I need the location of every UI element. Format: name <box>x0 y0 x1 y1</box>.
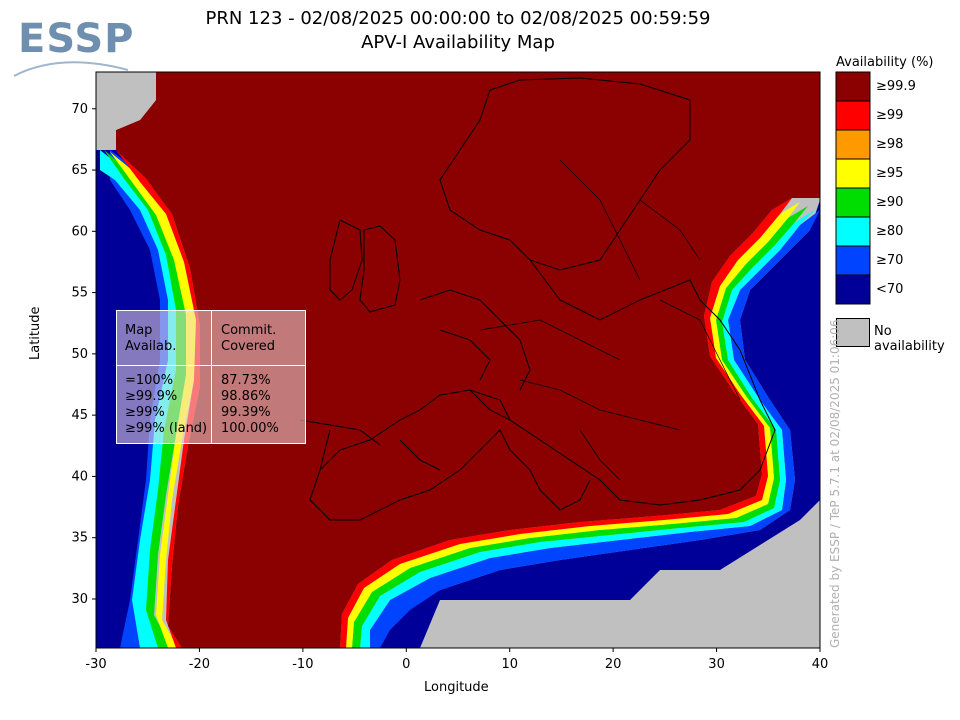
legend-title: Availability (%) <box>836 55 934 70</box>
nw-no-availability <box>96 72 156 140</box>
generated-by-text: Generated by ESSP / TeP 5.7.1 at 02/08/2… <box>828 319 842 648</box>
x-axis: -30 -20 -10 0 10 20 30 40 <box>85 648 828 672</box>
stats-row-label: ≥99% (land) <box>125 421 208 436</box>
legend-label: ≥70 <box>876 253 904 268</box>
east-band-90 <box>352 206 808 648</box>
y-tick-label: 45 <box>71 408 88 423</box>
x-axis-label: Longitude <box>424 680 489 695</box>
y-tick-label: 35 <box>71 531 88 546</box>
logo-swoosh-icon <box>13 61 129 77</box>
coverage-ge99-9 <box>116 72 820 648</box>
east-band-95 <box>346 202 800 648</box>
country-borders <box>479 159 741 481</box>
legend-swatch <box>835 187 871 218</box>
east-band-99 <box>340 198 792 648</box>
east-band-lt70 <box>380 200 820 648</box>
x-tick-label: 0 <box>402 657 410 672</box>
y-tick-label: 30 <box>71 592 88 607</box>
y-axis: 70 65 60 55 50 45 40 35 30 <box>71 102 96 607</box>
legend-label: ≥99 <box>876 108 904 123</box>
legend-label: ≥98 <box>876 137 904 152</box>
x-tick-label: -30 <box>85 657 106 672</box>
x-tick-label: 20 <box>605 657 622 672</box>
stats-header-availab: Availab. <box>125 339 177 354</box>
legend-label: ≥99.9 <box>876 79 916 94</box>
legend-swatch <box>835 158 871 189</box>
stats-row-label: ≥99% <box>125 405 165 420</box>
stats-row-value: 99.39% <box>221 405 271 420</box>
y-tick-label: 70 <box>71 102 88 117</box>
legend-swatch <box>835 100 871 131</box>
plot-frame <box>95 71 821 649</box>
logo-text: ESSP <box>18 16 135 62</box>
y-tick-label: 55 <box>71 286 88 301</box>
stats-divider-horizontal <box>117 365 305 366</box>
x-tick-label: 10 <box>501 657 518 672</box>
coastlines <box>299 77 776 521</box>
essp-logo: ESSP <box>10 8 140 80</box>
stats-row-value: 100.00% <box>221 421 279 436</box>
stats-divider-vertical <box>211 311 212 443</box>
legend-label: ≥80 <box>876 224 904 239</box>
stats-header-map: Map <box>125 323 153 338</box>
stats-row-value: 87.73% <box>221 373 271 388</box>
east-band-80 <box>360 210 815 648</box>
stats-header-commit: Commit. <box>221 323 277 338</box>
x-tick-label: 40 <box>812 657 829 672</box>
x-tick-label: 30 <box>708 657 725 672</box>
x-tick-label: -20 <box>189 657 210 672</box>
legend-label: <70 <box>876 282 904 297</box>
legend-swatch <box>835 129 871 160</box>
legend-swatch <box>835 274 871 305</box>
legend-swatch <box>835 216 871 247</box>
availability-stats-box: Map Availab. Commit. Covered =100% 87.73… <box>116 310 306 444</box>
map-subtitle: APV-I Availability Map <box>361 32 555 53</box>
legend-label: ≥95 <box>876 166 904 181</box>
y-tick-label: 40 <box>71 469 88 484</box>
no-availability-label: No availability <box>874 324 945 354</box>
stats-row-label: =100% <box>125 373 174 388</box>
legend-swatch <box>835 71 871 102</box>
map-title: PRN 123 - 02/08/2025 00:00:00 to 02/08/2… <box>205 8 711 29</box>
legend-colorbar <box>835 71 871 305</box>
stats-header-covered: Covered <box>221 339 276 354</box>
legend-label: ≥90 <box>876 195 904 210</box>
x-tick-label: -10 <box>292 657 313 672</box>
y-axis-label: Latitude <box>28 306 43 360</box>
east-band-70 <box>370 210 820 648</box>
no-availability-swatch <box>836 318 870 347</box>
stats-row-label: ≥99.9% <box>125 389 178 404</box>
y-tick-label: 65 <box>71 163 88 178</box>
y-tick-label: 50 <box>71 347 88 362</box>
y-tick-label: 60 <box>71 224 88 239</box>
legend-swatch <box>835 245 871 276</box>
stats-row-value: 98.86% <box>221 389 271 404</box>
